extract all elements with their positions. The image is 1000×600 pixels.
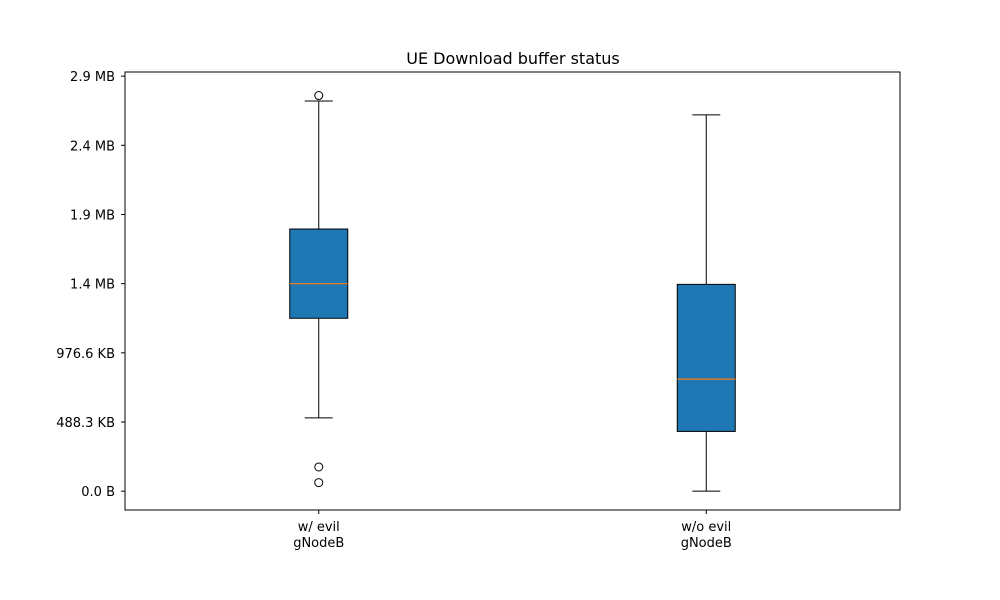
box-group [289,91,349,488]
x-tick-label: gNodeB [681,536,732,551]
axes-frame [124,71,901,511]
x-tick-label: w/ evil [298,520,340,535]
plot-area [289,91,736,492]
x-tick-label: gNodeB [293,536,344,551]
y-tick-label: 1.9 MB [70,208,115,223]
y-axis: 0.0 B 488.3 KB 976.6 KB 1.4 MB 1.9 MB 2.4 MB 2… [56,70,125,500]
outlier-point [314,462,324,472]
x-tick-label: w/o evil [681,520,731,535]
box-group [676,114,736,492]
chart-title: UE Download buffer status [406,49,620,68]
box-iqr [289,228,349,319]
y-tick-label: 976.6 KB [56,347,115,362]
outlier-point [314,91,324,101]
outlier-point [314,478,324,488]
y-tick-label: 2.9 MB [70,70,115,85]
y-tick-label: 1.4 MB [70,278,115,293]
box-iqr [676,283,736,432]
y-tick-label: 0.0 B [81,485,115,500]
y-tick-label: 2.4 MB [70,139,115,154]
y-tick-label: 488.3 KB [56,416,115,431]
